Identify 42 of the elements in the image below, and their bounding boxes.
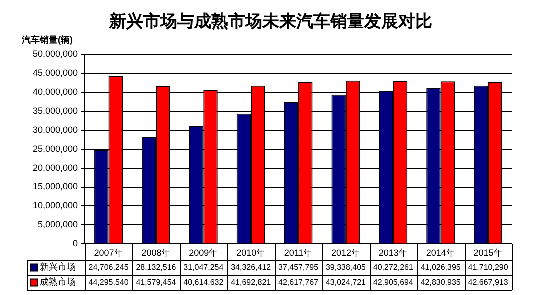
data-label: 37,457,795: [278, 262, 320, 272]
y-tick-label: 15,000,000: [32, 182, 78, 192]
data-label: 41,026,395: [420, 262, 462, 272]
data-label: 24,706,245: [88, 262, 130, 272]
data-label: 42,667,913: [468, 278, 509, 287]
data-label: 39,338,405: [326, 262, 367, 272]
y-tick-label: 30,000,000: [32, 124, 78, 135]
data-label: 40,272,261: [373, 262, 414, 272]
y-tick-label: 20,000,000: [32, 162, 78, 173]
y-tick-label: 5,000,000: [38, 220, 78, 230]
data-label: 40,614,632: [184, 278, 224, 287]
data-label: 41,692,821: [231, 278, 272, 287]
data-label: 41,579,454: [136, 278, 177, 287]
y-tick-label: 40,000,000: [32, 86, 78, 97]
x-tick-label: 2010年: [236, 248, 266, 258]
y-tick-label: 25,000,000: [32, 144, 78, 154]
x-tick-label: 2008年: [142, 248, 171, 258]
data-label: 34,326,412: [231, 262, 272, 272]
y-axis-title: 汽车销量(辆): [21, 34, 73, 45]
x-tick-label: 2011年: [284, 248, 313, 258]
data-label: 44,295,540: [88, 278, 130, 287]
legend-label: 新兴市场: [40, 262, 76, 272]
data-label: 31,047,254: [184, 262, 224, 272]
y-tick-label: 35,000,000: [32, 106, 78, 116]
x-tick-label: 2007年: [94, 248, 124, 258]
data-label: 42,617,767: [278, 278, 320, 287]
data-label: 43,024,721: [326, 278, 367, 287]
data-label: 28,132,516: [136, 262, 177, 272]
x-tick-label: 2009年: [189, 248, 218, 258]
y-tick-label: 10,000,000: [32, 200, 78, 211]
chart-title: 新兴市场与成熟市场未来汽车销量发展对比: [108, 12, 432, 31]
y-tick-label: 0: [73, 238, 78, 249]
data-label: 42,830,935: [420, 278, 462, 287]
x-tick-label: 2015年: [474, 248, 503, 258]
x-tick-label: 2012年: [331, 248, 360, 258]
data-label: 42,905,694: [373, 278, 414, 287]
data-label: 41,710,290: [468, 262, 509, 272]
legend-label: 成熟市场: [40, 277, 76, 288]
x-tick-label: 2014年: [426, 248, 456, 258]
x-tick-label: 2013年: [378, 248, 408, 258]
y-tick-label: 50,000,000: [32, 48, 78, 59]
y-tick-label: 45,000,000: [32, 68, 78, 78]
